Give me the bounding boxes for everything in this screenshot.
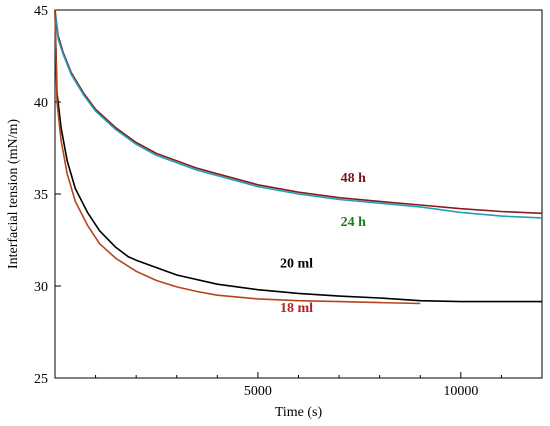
- series-line-18-ml: [54, 9, 421, 305]
- series-label-20-ml: 20 ml: [280, 257, 313, 272]
- y-tick-label: 25: [34, 372, 48, 387]
- y-axis-title: Interfacial tension (mN/m): [6, 119, 21, 269]
- x-tick-label: 10000: [443, 384, 478, 399]
- series-line-24-h: [54, 9, 543, 219]
- series-line-20-ml: [54, 9, 542, 303]
- series-labels: 48 h 24 h 20 ml 18 ml: [280, 171, 366, 316]
- series-label-24-h: 24 h: [341, 215, 367, 230]
- x-axis-title: Time (s): [275, 405, 323, 420]
- series-label-48-h: 48 h: [341, 171, 367, 186]
- y-tick-label: 35: [34, 188, 48, 203]
- series-label-18-ml: 18 ml: [280, 301, 313, 316]
- ticks: 25 30 35 40 45 5000 10000: [34, 4, 502, 399]
- y-tick-label: 45: [34, 4, 48, 19]
- y-tick-label: 40: [34, 96, 48, 111]
- x-tick-label: 5000: [244, 384, 272, 399]
- series-lines: [54, 9, 543, 305]
- series-line-48-h: [54, 9, 543, 215]
- y-tick-label: 30: [34, 280, 48, 295]
